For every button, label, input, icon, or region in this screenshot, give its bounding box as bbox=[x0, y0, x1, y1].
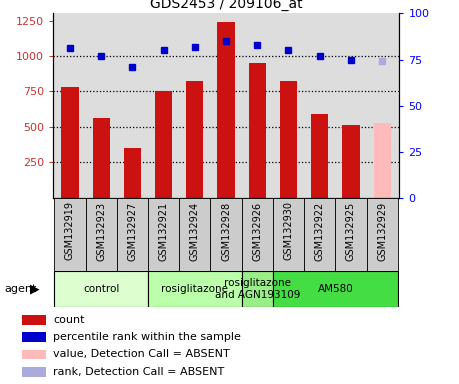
Bar bbox=[85, 198, 117, 271]
Bar bbox=[62, 87, 78, 198]
Bar bbox=[280, 81, 297, 198]
Text: rosiglitazone
and AGN193109: rosiglitazone and AGN193109 bbox=[215, 278, 300, 300]
Bar bbox=[210, 198, 242, 271]
Text: GSM132925: GSM132925 bbox=[346, 202, 356, 261]
Bar bbox=[124, 148, 141, 198]
Text: count: count bbox=[53, 315, 84, 325]
Text: GSM132924: GSM132924 bbox=[190, 202, 200, 260]
Bar bbox=[273, 271, 398, 307]
Bar bbox=[148, 271, 242, 307]
Bar bbox=[22, 349, 46, 359]
Text: GSM132919: GSM132919 bbox=[65, 202, 75, 260]
Text: control: control bbox=[83, 284, 119, 294]
Text: rank, Detection Call = ABSENT: rank, Detection Call = ABSENT bbox=[53, 367, 224, 377]
Text: AM580: AM580 bbox=[318, 284, 353, 294]
Text: GSM132926: GSM132926 bbox=[252, 202, 262, 260]
Bar bbox=[22, 332, 46, 342]
Bar bbox=[242, 198, 273, 271]
Bar bbox=[336, 198, 367, 271]
Bar bbox=[374, 122, 391, 198]
Bar bbox=[249, 63, 266, 198]
Text: value, Detection Call = ABSENT: value, Detection Call = ABSENT bbox=[53, 349, 230, 359]
Bar bbox=[148, 198, 179, 271]
Bar bbox=[273, 198, 304, 271]
Bar bbox=[304, 198, 336, 271]
Text: GSM132922: GSM132922 bbox=[315, 202, 325, 261]
Bar bbox=[218, 22, 235, 198]
Text: GSM132921: GSM132921 bbox=[159, 202, 168, 260]
Bar bbox=[93, 118, 110, 198]
Bar bbox=[155, 91, 172, 198]
Bar bbox=[186, 81, 203, 198]
Bar bbox=[367, 198, 398, 271]
Title: GDS2453 / 209106_at: GDS2453 / 209106_at bbox=[150, 0, 302, 11]
Bar bbox=[342, 126, 359, 198]
Text: rosiglitazone: rosiglitazone bbox=[161, 284, 228, 294]
Bar bbox=[117, 198, 148, 271]
Text: percentile rank within the sample: percentile rank within the sample bbox=[53, 332, 241, 342]
Bar bbox=[311, 114, 328, 198]
Text: agent: agent bbox=[5, 284, 37, 294]
Bar bbox=[54, 198, 85, 271]
Bar bbox=[179, 198, 210, 271]
Bar bbox=[54, 271, 148, 307]
Bar bbox=[22, 315, 46, 325]
Text: GSM132930: GSM132930 bbox=[284, 202, 293, 260]
Text: ▶: ▶ bbox=[30, 283, 39, 295]
Bar bbox=[242, 271, 273, 307]
Text: GSM132927: GSM132927 bbox=[128, 202, 137, 261]
Text: GSM132928: GSM132928 bbox=[221, 202, 231, 260]
Bar bbox=[22, 367, 46, 376]
Text: GSM132923: GSM132923 bbox=[96, 202, 106, 260]
Text: GSM132929: GSM132929 bbox=[377, 202, 387, 260]
